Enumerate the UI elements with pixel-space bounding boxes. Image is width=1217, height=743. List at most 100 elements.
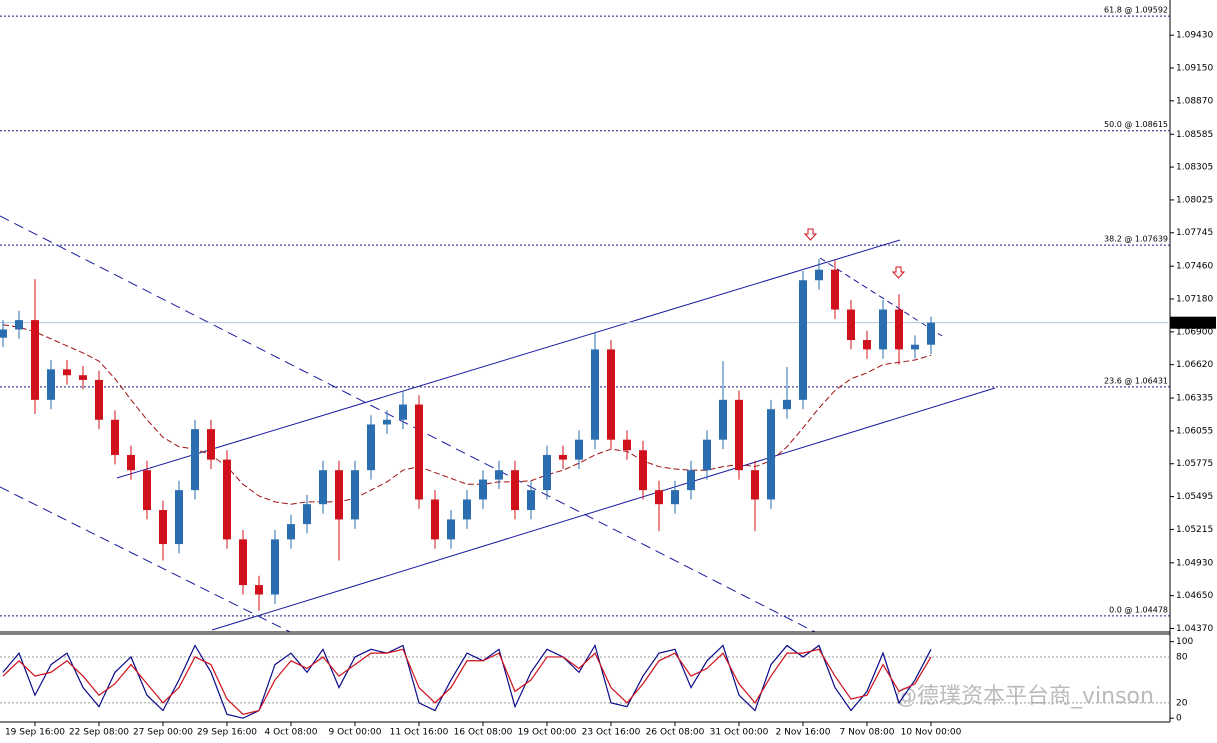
candle-body [415,404,423,500]
candle-body [495,470,503,480]
osc-tick-label: 20 [1176,698,1188,708]
candle-body [815,269,823,281]
candle-body [543,454,551,491]
y-tick-label: 1.04930 [1176,558,1213,568]
watermark: @德璞资本平台商_vinson [895,684,1154,709]
candle-body [703,439,711,471]
oscillator-line [2,643,932,719]
candle-body [607,349,615,440]
candle-body [159,510,167,545]
candle-body [911,344,919,350]
fib-label: 50.0 @ 1.08615 [1104,120,1168,129]
arrow-marker [803,228,818,241]
candle-body [335,470,343,520]
candle-body [95,379,103,420]
y-tick-label: 1.06900 [1176,327,1213,337]
fib-label: 61.8 @ 1.09592 [1104,6,1168,15]
candle-body [191,429,199,491]
candle-body [559,454,567,460]
osc-tick-label: 0 [1176,714,1182,724]
candle-body [175,490,183,545]
candle-body [207,429,215,460]
candle-body [255,585,263,595]
candle-body [63,369,71,376]
y-tick-label: 1.09150 [1176,64,1213,74]
candle-body [511,470,519,511]
fib-label: 23.6 @ 1.06431 [1104,376,1168,385]
y-tick-label: 1.06620 [1176,360,1213,370]
y-tick-label: 1.05495 [1176,492,1213,502]
y-tick-label: 1.08025 [1176,195,1213,205]
candle-body [655,490,663,505]
candle-body [303,504,311,525]
candle-body [127,454,135,471]
candle-body [287,524,295,540]
candle-body [591,349,599,440]
candle-body [319,470,327,505]
candle-body [0,329,7,338]
candle-body [831,269,839,310]
candle-body [223,459,231,540]
candle-body [735,399,743,471]
current-price-box [1170,316,1216,329]
candle-body [447,519,455,540]
candle-body [719,399,727,440]
x-tick-label: 27 Sep 00:00 [133,728,193,738]
candle-body [143,470,151,511]
y-tick-label: 1.04370 [1176,624,1213,634]
candle-body [671,490,679,505]
moving-average [2,324,932,505]
x-tick-label: 7 Nov 08:00 [840,728,895,738]
candle-body [879,309,887,350]
fib-label: 38.2 @ 1.07639 [1104,235,1168,244]
oscillator-line [2,648,932,716]
drawings [0,215,996,633]
candle-body [847,309,855,341]
current-price-label: 1.06978 [1174,318,1211,328]
y-tick-label: 1.08305 [1176,163,1213,173]
x-tick-label: 22 Sep 08:00 [69,728,129,738]
x-tick-label: 23 Oct 16:00 [582,728,641,738]
y-tick-label: 1.07460 [1176,262,1213,272]
candle-body [479,479,487,500]
candle-body [111,419,119,455]
y-tick-label: 1.05775 [1176,459,1213,469]
candle-body [783,399,791,410]
y-tick-label: 1.08870 [1176,96,1213,106]
candle-body [399,404,407,420]
y-tick-label: 1.07745 [1176,228,1213,238]
y-tick-label: 1.05215 [1176,525,1213,535]
y-tick-label: 1.06055 [1176,426,1213,436]
y-tick-label: 1.06335 [1176,394,1213,404]
candle-body [15,320,23,330]
candle-body [463,499,471,520]
candle-body [895,309,903,350]
x-tick-label: 2 Nov 16:00 [776,728,831,738]
x-tick-label: 10 Nov 00:00 [901,728,962,738]
x-tick-label: 16 Oct 08:00 [454,728,513,738]
candle-body [623,439,631,451]
plot-bg [0,0,1170,721]
candle-body [927,322,935,345]
x-tick-label: 9 Oct 00:00 [329,728,382,738]
candle-body [527,490,535,511]
dashed-trend [0,215,816,633]
candle-body [79,375,87,380]
candle-body [31,320,39,400]
candle-body [367,424,375,471]
fib-label: 0.0 @ 1.04478 [1109,605,1168,614]
candle-body [687,470,695,491]
candle-body [383,419,391,425]
arrow-marker [891,266,906,279]
candle-body [767,409,775,500]
candle-body [799,280,807,400]
x-tick-label: 31 Oct 00:00 [710,728,769,738]
osc-tick-label: 100 [1176,637,1193,647]
candle-body [431,499,439,540]
y-tick-label: 1.07180 [1176,294,1213,304]
y-tick-label: 1.08585 [1176,130,1213,140]
x-tick-label: 29 Sep 16:00 [197,728,257,738]
x-tick-label: 19 Oct 00:00 [518,728,577,738]
candle-body [239,539,247,586]
